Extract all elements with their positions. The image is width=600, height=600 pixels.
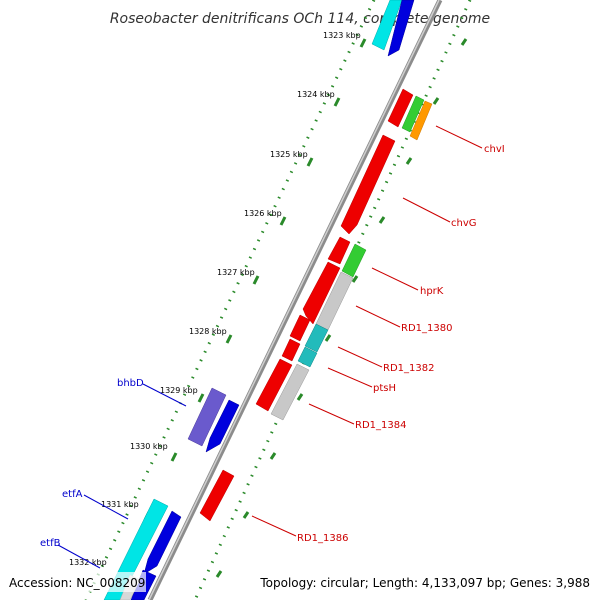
reverse-strand-genes bbox=[103, 0, 415, 600]
gene-chvI-green[interactable] bbox=[401, 95, 425, 133]
scale-label-1323: 1323 kbp bbox=[323, 31, 361, 40]
accession-text: Accession: NC_008209 bbox=[9, 576, 145, 590]
gene-red-1327a[interactable] bbox=[327, 236, 351, 265]
gene-etfB[interactable] bbox=[143, 510, 182, 575]
label-leaders bbox=[57, 125, 483, 569]
label-rd1-1382[interactable]: RD1_1382 bbox=[383, 363, 434, 374]
gene-rd1-1382[interactable] bbox=[304, 323, 329, 353]
scale-tick bbox=[215, 570, 223, 578]
scale-label-1324: 1324 kbp bbox=[297, 90, 335, 99]
leader-rd1-1382 bbox=[337, 346, 383, 368]
leader-hprK bbox=[371, 267, 419, 291]
scale-labels: 1323 kbp 1324 kbp 1325 kbp 1326 kbp 1327… bbox=[69, 31, 361, 567]
gene-cyan-top[interactable] bbox=[371, 0, 403, 51]
scale-tick bbox=[306, 157, 314, 167]
leader-chvI bbox=[435, 125, 483, 149]
scale-tick bbox=[359, 38, 367, 48]
label-chvG[interactable]: chvG bbox=[451, 218, 477, 229]
leader-rd1-1386 bbox=[251, 515, 297, 537]
scale-label-1332: 1332 kbp bbox=[69, 558, 107, 567]
scale-tick bbox=[351, 275, 359, 283]
label-etfB[interactable]: etfB bbox=[40, 538, 61, 549]
scale-tick bbox=[333, 97, 341, 107]
leader-chvG bbox=[402, 197, 451, 223]
scale-tick bbox=[225, 334, 233, 344]
scale-label-1329: 1329 kbp bbox=[160, 386, 198, 395]
scale-label-1326: 1326 kbp bbox=[244, 209, 282, 218]
gene-chvI-partner[interactable] bbox=[387, 88, 414, 128]
gene-chvG[interactable] bbox=[340, 134, 396, 235]
scale-tick bbox=[405, 157, 413, 165]
scale-label-1330: 1330 kbp bbox=[130, 442, 168, 451]
leader-etfA bbox=[83, 494, 129, 520]
outer-dotted-track bbox=[84, 0, 376, 600]
leader-bhbD bbox=[142, 383, 187, 407]
forward-strand-genes bbox=[199, 88, 433, 522]
leader-ptsH bbox=[327, 367, 373, 388]
gene-hprK[interactable] bbox=[341, 243, 367, 278]
gene-red-1329[interactable] bbox=[255, 358, 293, 412]
gene-red-1328a[interactable] bbox=[289, 314, 311, 342]
scale-tick bbox=[279, 216, 287, 226]
gene-blue-1329[interactable] bbox=[205, 399, 240, 453]
label-rd1-1384[interactable]: RD1_1384 bbox=[355, 420, 406, 431]
label-etfA[interactable]: etfA bbox=[62, 489, 83, 500]
gene-red-1328b[interactable] bbox=[281, 338, 301, 362]
genome-backbone-highlight bbox=[148, 0, 440, 600]
scale-tick bbox=[170, 452, 178, 462]
gene-rd1-1386[interactable] bbox=[199, 469, 235, 522]
scale-label-1325: 1325 kbp bbox=[270, 150, 308, 159]
scale-tick bbox=[296, 393, 304, 401]
scale-tick bbox=[269, 452, 277, 460]
gene-labels: chvI chvG hprK RD1_1380 RD1_1382 ptsH RD… bbox=[40, 144, 505, 549]
scale-tick bbox=[197, 393, 205, 403]
scale-tick bbox=[252, 275, 260, 285]
leader-rd1-1380 bbox=[355, 305, 401, 328]
genome-backbone bbox=[147, 0, 443, 600]
leader-rd1-1384 bbox=[308, 403, 355, 425]
scale-tick bbox=[324, 334, 332, 342]
scale-tick bbox=[242, 511, 250, 519]
gene-bhbD[interactable] bbox=[187, 387, 227, 447]
label-chvI[interactable]: chvI bbox=[484, 144, 505, 155]
label-hprK[interactable]: hprK bbox=[420, 286, 444, 297]
label-rd1-1386[interactable]: RD1_1386 bbox=[297, 533, 348, 544]
scale-label-1327: 1327 kbp bbox=[217, 268, 255, 277]
label-bhbD[interactable]: bhbD bbox=[117, 378, 144, 389]
gene-rd1-1384[interactable] bbox=[270, 363, 310, 421]
scale-tick bbox=[460, 38, 468, 46]
leader-etfB bbox=[57, 544, 101, 569]
genome-summary-text: Topology: circular; Length: 4,133,097 bp… bbox=[259, 576, 590, 590]
scale-label-1328: 1328 kbp bbox=[189, 327, 227, 336]
gene-chvI-orange[interactable] bbox=[409, 100, 433, 141]
accession-background bbox=[6, 572, 146, 592]
label-rd1-1380[interactable]: RD1_1380 bbox=[401, 323, 452, 334]
gene-ptsH[interactable] bbox=[297, 346, 318, 368]
label-ptsH[interactable]: ptsH bbox=[373, 383, 396, 394]
scale-tick bbox=[378, 216, 386, 224]
scale-tick bbox=[432, 97, 440, 105]
gene-blue-top[interactable] bbox=[387, 0, 415, 57]
scale-label-1331: 1331 kbp bbox=[101, 500, 139, 509]
